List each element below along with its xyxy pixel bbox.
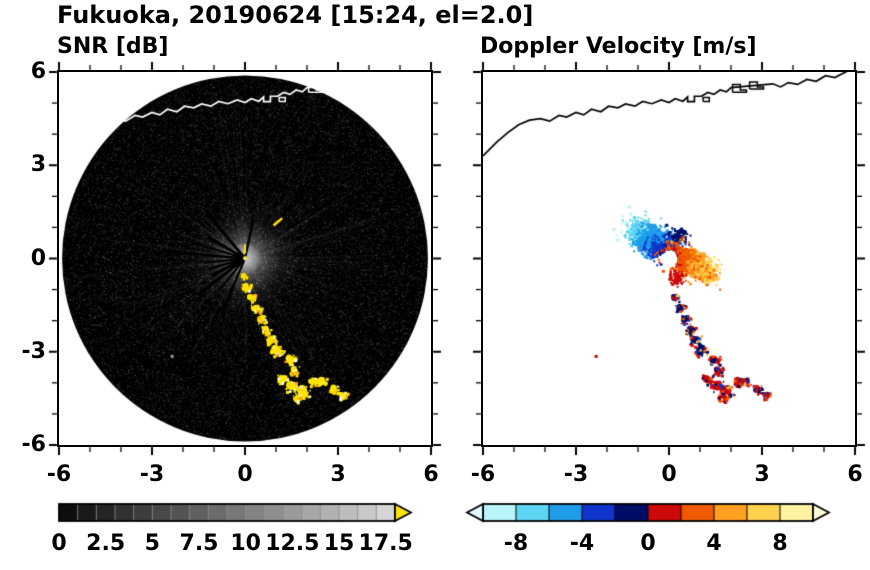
- doppler-colorbar-tick-label: 0: [640, 531, 656, 556]
- x-tick-label: -6: [46, 462, 72, 487]
- doppler-colorbar-tick-label: -4: [569, 531, 595, 556]
- snr-colorbar-tick-label: 12.5: [265, 531, 320, 556]
- snr-colorbar-tick-label: 7.5: [179, 531, 219, 556]
- x-tick-label: 6: [423, 462, 439, 487]
- x-tick-label: 0: [661, 462, 677, 487]
- snr-plot-area: [57, 70, 433, 447]
- x-tick-label: -3: [563, 462, 589, 487]
- x-tick-label: -6: [470, 462, 496, 487]
- snr-colorbar-tick-label: 0: [51, 531, 67, 556]
- doppler-plot-area: [481, 70, 857, 447]
- doppler-panel-title: Doppler Velocity [m/s]: [480, 34, 757, 59]
- doppler-colorbar-tick-label: 4: [706, 531, 722, 556]
- y-tick-label: -6: [21, 432, 46, 457]
- y-tick-label: 0: [30, 245, 46, 271]
- snr-colorbar-tick-label: 15: [323, 531, 355, 556]
- x-tick-label: 0: [237, 462, 253, 487]
- y-tick-label: -3: [21, 338, 46, 364]
- snr-colorbar-tick-label: 10: [230, 531, 261, 556]
- y-tick-label: 6: [30, 59, 46, 84]
- x-tick-label: 3: [754, 462, 770, 487]
- figure-title: Fukuoka, 20190624 [15:24, el=2.0]: [57, 1, 534, 29]
- snr-radar-image: [59, 72, 431, 445]
- x-tick-label: 6: [847, 462, 863, 487]
- doppler-radar-image: [483, 72, 855, 445]
- x-tick-label: -3: [139, 462, 165, 487]
- snr-colorbar-tick-label: 17.5: [358, 531, 413, 556]
- doppler-colorbar-tick-label: 8: [772, 531, 788, 556]
- y-tick-label: 3: [30, 152, 46, 178]
- snr-panel-title: SNR [dB]: [57, 34, 169, 59]
- snr-colorbar-tick-label: 2.5: [86, 531, 126, 556]
- snr-colorbar-tick-label: 5: [144, 531, 160, 556]
- doppler-colorbar-tick-label: -8: [503, 531, 529, 556]
- x-tick-label: 3: [330, 462, 346, 487]
